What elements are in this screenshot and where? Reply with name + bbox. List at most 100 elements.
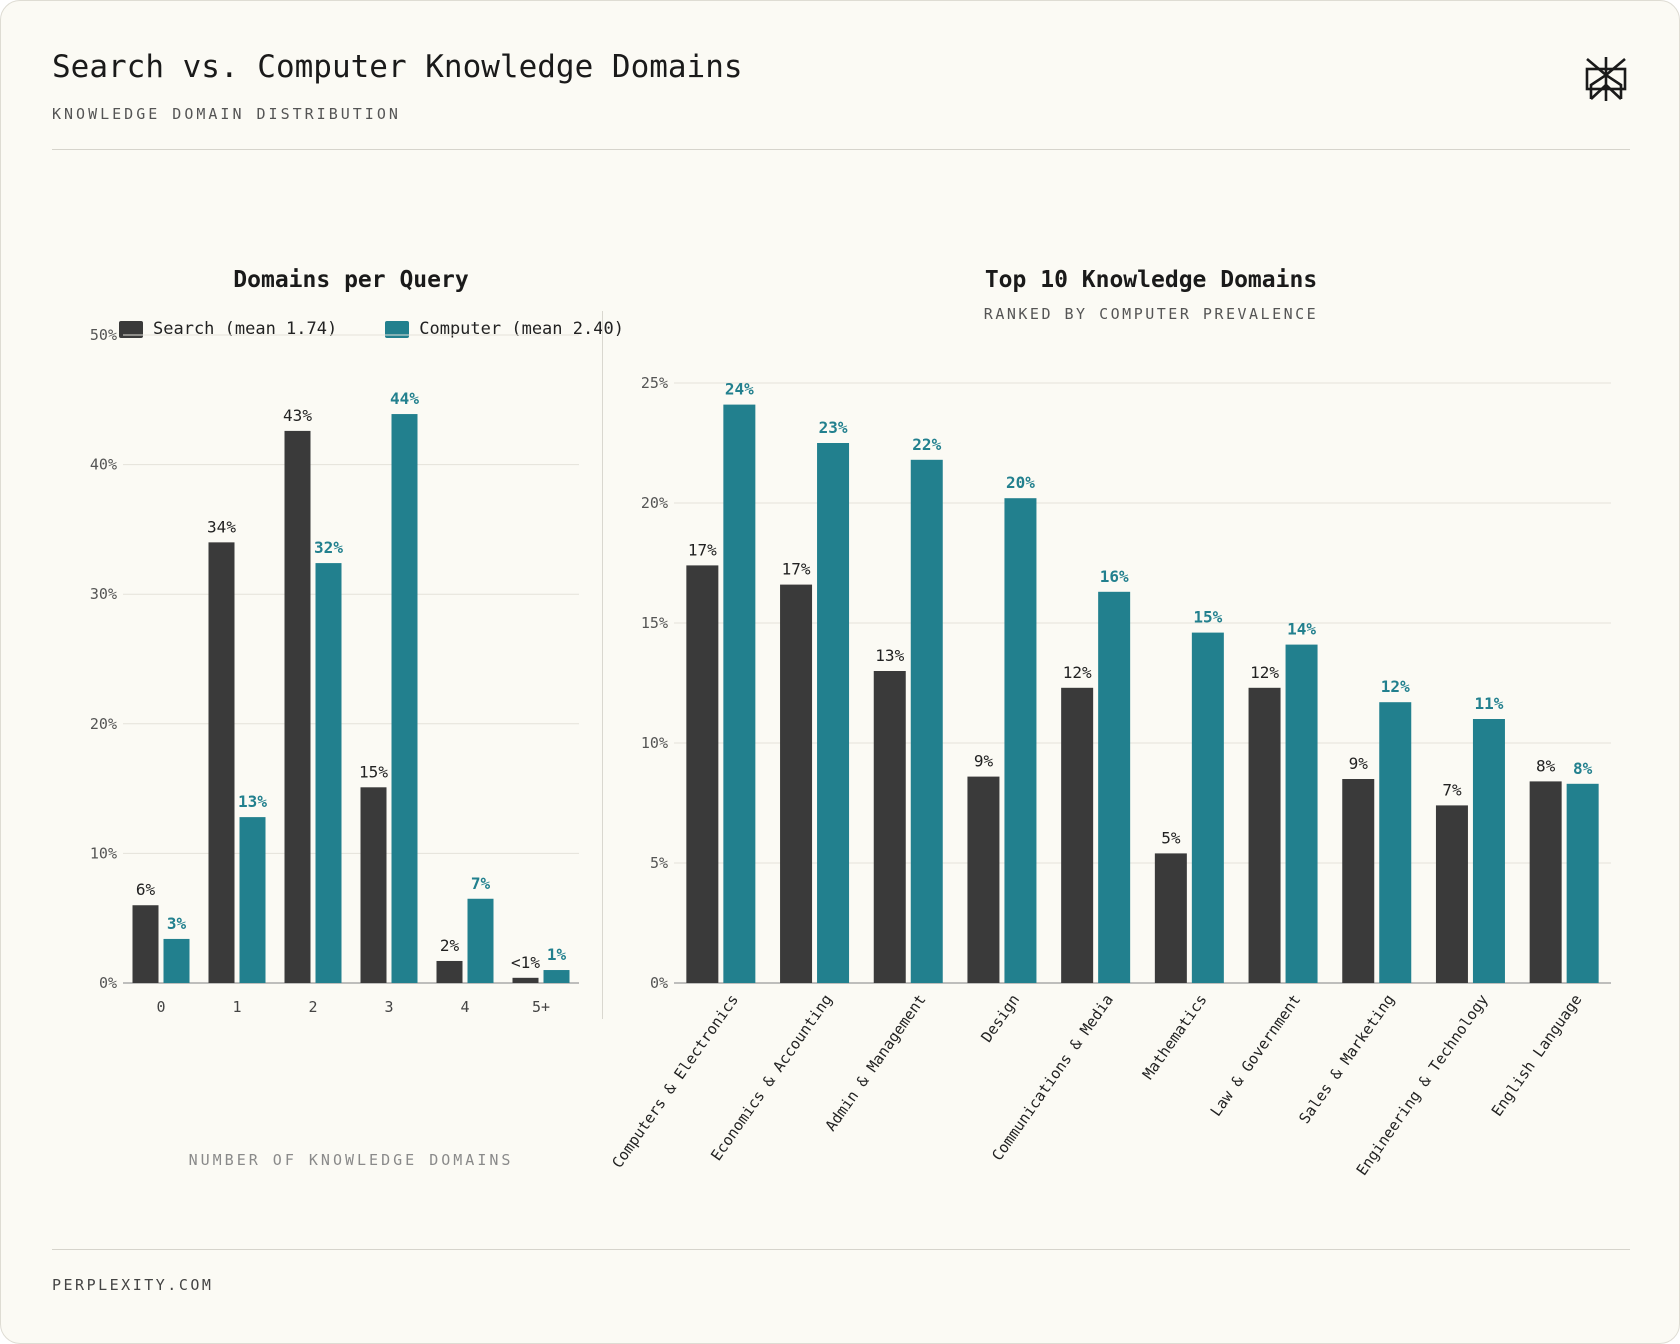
left-x-axis-label: NUMBER OF KNOWLEDGE DOMAINS <box>188 1151 514 1169</box>
y-tick-label: 40% <box>90 456 117 474</box>
data-label: 13% <box>238 792 267 811</box>
legend-label-computer: Computer (mean 2.40) <box>419 319 624 339</box>
bar-computer-1 <box>817 443 850 983</box>
x-tick-label: 1 <box>232 998 241 1016</box>
data-label: 9% <box>1349 754 1369 773</box>
y-tick-label: 30% <box>90 585 117 603</box>
data-label: 8% <box>1573 759 1593 778</box>
data-label: 14% <box>1287 620 1316 639</box>
y-tick-label: 0% <box>99 974 117 992</box>
y-tick-label: 50% <box>90 326 117 344</box>
data-label: 22% <box>912 435 941 454</box>
data-label: 7% <box>1442 780 1462 799</box>
data-label: 12% <box>1063 663 1092 682</box>
header-divider <box>52 149 1630 150</box>
x-tick-label: 2 <box>308 998 317 1016</box>
footer-divider <box>52 1249 1630 1250</box>
y-tick-label: 10% <box>641 734 668 752</box>
bar-computer-2 <box>910 459 943 983</box>
bar-computer-1 <box>239 817 266 983</box>
x-tick-label: 3 <box>384 998 393 1016</box>
bar-computer-5 <box>1191 632 1224 983</box>
data-label: 20% <box>1006 473 1035 492</box>
x-tick-label: Admin & Management <box>822 991 930 1134</box>
x-tick-label: Design <box>977 991 1023 1046</box>
data-label: 43% <box>283 406 312 425</box>
y-tick-label: 15% <box>641 614 668 632</box>
data-label: 6% <box>136 880 156 899</box>
bar-computer-0 <box>723 404 756 984</box>
right-chart-subtitle: RANKED BY COMPUTER PREVALENCE <box>983 305 1319 323</box>
bar-computer-4 <box>467 898 494 983</box>
data-label: 11% <box>1474 694 1503 713</box>
y-tick-label: 10% <box>90 844 117 862</box>
bar-search-4 <box>1061 687 1094 983</box>
bar-search-6 <box>1248 687 1281 983</box>
bar-search-7 <box>1342 779 1375 983</box>
x-tick-label: Sales & Marketing <box>1295 991 1398 1127</box>
data-label: 23% <box>819 418 848 437</box>
data-label: 15% <box>359 762 388 781</box>
legend-swatch-search <box>119 320 143 338</box>
data-label: 34% <box>207 517 236 536</box>
data-label: 8% <box>1536 756 1556 775</box>
legend-item-computer: Computer (mean 2.40) <box>385 319 624 339</box>
y-tick-label: 20% <box>90 715 117 733</box>
data-label: 5% <box>1161 828 1181 847</box>
bar-search-4 <box>436 960 463 983</box>
legend: Search (mean 1.74) Computer (mean 2.40) <box>119 319 672 339</box>
bar-computer-4 <box>1098 591 1131 983</box>
x-tick-label: 4 <box>460 998 469 1016</box>
data-label: 13% <box>875 646 904 665</box>
data-label: 15% <box>1193 608 1222 627</box>
bar-computer-8 <box>1472 719 1505 983</box>
bar-search-1 <box>780 584 813 983</box>
x-tick-label: 5+ <box>532 998 550 1016</box>
chart-divider <box>602 311 603 1019</box>
bar-search-0 <box>132 905 159 983</box>
legend-label-search: Search (mean 1.74) <box>153 319 338 339</box>
data-label: 1% <box>547 945 567 964</box>
data-label: <1% <box>511 953 540 972</box>
y-tick-label: 25% <box>641 374 668 392</box>
page-subtitle: KNOWLEDGE DOMAIN DISTRIBUTION <box>52 105 401 123</box>
bar-search-2 <box>284 430 311 983</box>
bar-computer-5 <box>543 970 570 983</box>
bar-search-3 <box>360 787 387 983</box>
footer-site: PERPLEXITY.COM <box>52 1276 214 1294</box>
bar-search-2 <box>873 671 906 983</box>
data-label: 24% <box>725 380 754 399</box>
bar-search-9 <box>1529 781 1562 983</box>
bar-search-5 <box>512 977 539 983</box>
top-domains-chart: 0%5%10%15%20%25%17%24%Computers & Electr… <box>611 374 1611 1179</box>
left-chart-title: Domains per Query <box>233 267 469 293</box>
legend-swatch-computer <box>385 320 410 338</box>
data-label: 16% <box>1100 567 1129 586</box>
bar-search-3 <box>967 776 1000 983</box>
bar-search-8 <box>1435 805 1468 983</box>
bar-computer-2 <box>315 563 342 983</box>
bar-computer-7 <box>1379 702 1412 983</box>
bar-computer-3 <box>1004 498 1037 983</box>
data-label: 12% <box>1381 677 1410 696</box>
bar-search-1 <box>208 542 235 983</box>
data-label: 17% <box>688 540 717 559</box>
bar-search-5 <box>1154 853 1187 983</box>
data-label: 2% <box>440 936 460 955</box>
bar-search-0 <box>686 565 719 983</box>
bar-computer-3 <box>391 414 418 983</box>
data-label: 17% <box>782 560 811 579</box>
data-label: 44% <box>390 389 419 408</box>
bar-computer-9 <box>1566 783 1599 983</box>
x-tick-label: Mathematics <box>1139 991 1211 1083</box>
legend-item-search: Search (mean 1.74) <box>119 319 337 339</box>
data-label: 32% <box>314 538 343 557</box>
data-label: 12% <box>1250 663 1279 682</box>
data-label: 9% <box>974 752 994 771</box>
data-label: 7% <box>471 874 491 893</box>
y-tick-label: 0% <box>650 974 668 992</box>
y-tick-label: 5% <box>650 854 668 872</box>
y-tick-label: 20% <box>641 494 668 512</box>
x-tick-label: Law & Government <box>1207 991 1305 1120</box>
